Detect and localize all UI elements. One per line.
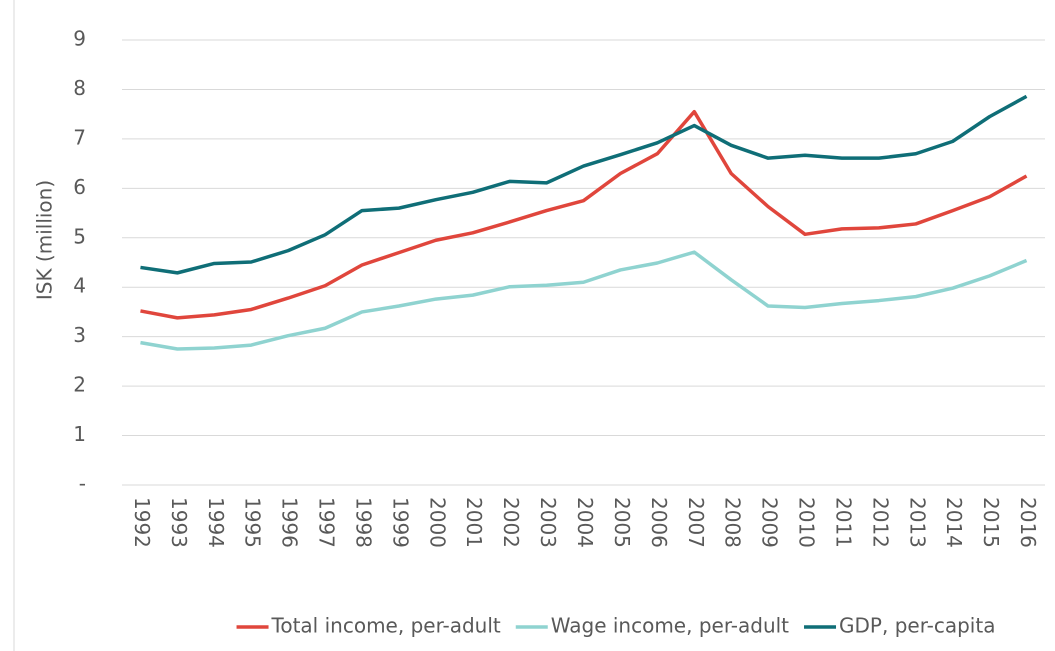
legend-label: Total income, per-adult (271, 614, 501, 638)
y-tick-label: 4 (73, 274, 86, 298)
line-series (140, 94, 1028, 275)
legend-label: Wage income, per-adult (551, 614, 789, 638)
y-tick-label: 7 (73, 125, 86, 149)
x-tick-label: 2011 (831, 497, 855, 548)
x-tick-label: 2016 (1016, 497, 1040, 548)
x-tick-label: 2013 (905, 497, 929, 548)
y-tick-label: 8 (73, 76, 86, 100)
y-tick-label: 6 (73, 175, 86, 199)
x-tick-label: 2009 (758, 497, 782, 548)
line-series (140, 109, 1028, 320)
y-tick-label: 5 (73, 224, 86, 248)
x-tick-label: 2003 (536, 497, 560, 548)
x-tick-label: 2014 (942, 497, 966, 548)
x-tick-label: 2007 (684, 497, 708, 548)
y-tick-label: 3 (73, 323, 86, 347)
x-tick-label: 1998 (351, 497, 375, 548)
x-tick-label: 2004 (573, 497, 597, 548)
x-tick-label: 1995 (241, 497, 265, 548)
y-tick-label: 1 (73, 422, 86, 446)
x-tick-label: 2000 (425, 497, 449, 548)
x-tick-label: 2006 (647, 497, 671, 548)
x-tick-label: 2008 (721, 497, 745, 548)
x-tick-label: 2012 (868, 497, 892, 548)
legend-label: GDP, per-capita (839, 614, 995, 638)
x-tick-label: 2001 (462, 497, 486, 548)
y-tick-label: - (79, 472, 86, 496)
x-tick-label: 2015 (979, 497, 1003, 548)
y-tick-label: 2 (73, 373, 86, 397)
x-tick-label: 1992 (130, 497, 154, 548)
x-tick-label: 2002 (499, 497, 523, 548)
line-series (140, 250, 1028, 351)
y-tick-label: 9 (73, 27, 86, 51)
x-tick-label: 2005 (610, 497, 634, 548)
y-axis-label: ISK (million) (33, 180, 57, 300)
x-tick-label: 1999 (388, 497, 412, 548)
x-tick-label: 1997 (315, 497, 339, 548)
x-tick-label: 2010 (795, 497, 819, 548)
x-tick-label: 1993 (167, 497, 191, 548)
x-tick-label: 1994 (204, 497, 228, 548)
x-tick-label: 1996 (278, 497, 302, 548)
